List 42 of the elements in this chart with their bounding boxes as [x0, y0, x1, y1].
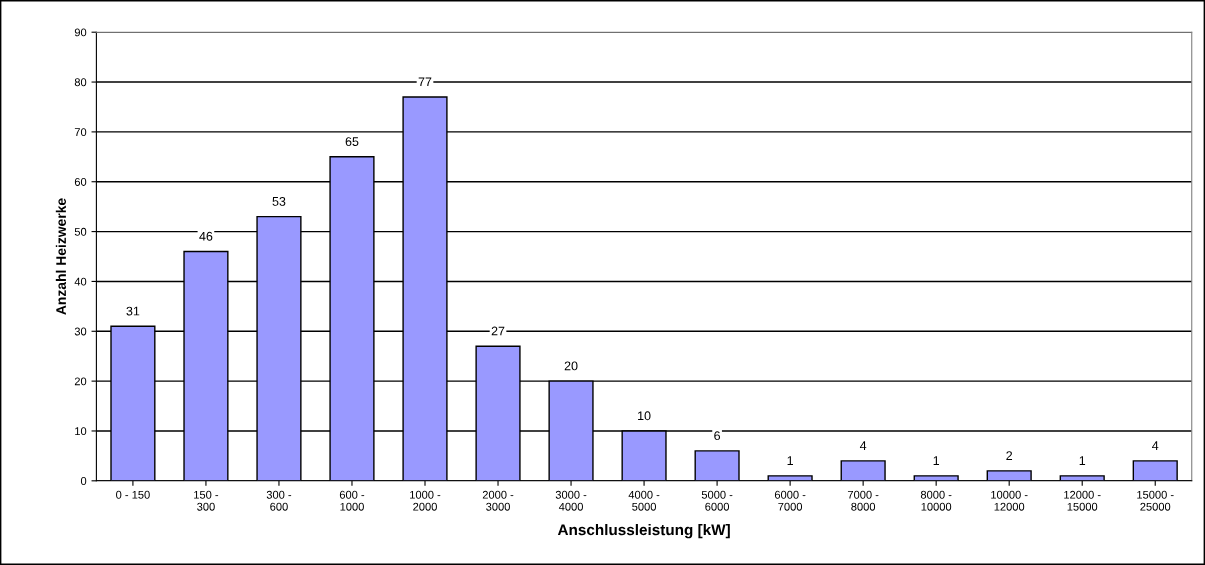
x-tick-label: 3000 - 4000 [555, 490, 587, 511]
y-tick-label: 30 [74, 327, 87, 336]
data-label: 1 [933, 456, 940, 465]
data-label: 4 [859, 441, 867, 450]
x-tick-label: 8000 - 10000 [920, 490, 952, 511]
data-label: 10 [638, 411, 651, 421]
x-tick-label: 150 - 300 [194, 490, 219, 511]
data-label: 2 [1006, 451, 1013, 460]
x-tick-label: 12000 - 15000 [1064, 490, 1101, 511]
x-tick-label: 600 - 1000 [339, 490, 365, 511]
y-tick-label: 50 [74, 227, 87, 236]
data-label: 1 [787, 456, 793, 465]
y-tick-label: 70 [74, 128, 87, 137]
x-tick-label: 7000 - 8000 [847, 490, 879, 511]
x-tick-label: 2000 - 3000 [482, 490, 514, 511]
data-label: 46 [199, 231, 213, 241]
data-label: 77 [418, 77, 432, 87]
x-tick-label: 5000 - 6000 [701, 490, 733, 511]
y-tick-label: 40 [74, 277, 87, 286]
y-tick-label: 60 [74, 178, 87, 186]
data-label: 53 [272, 196, 286, 206]
x-tick-label: 0 - 150 [116, 490, 150, 499]
x-tick-label: 300 - 600 [266, 490, 292, 511]
y-tick-label: 80 [74, 78, 87, 87]
y-axis-title: Anzahl Heizwerke [55, 198, 67, 315]
data-label: 4 [1152, 441, 1159, 450]
data-label: 27 [491, 326, 505, 336]
y-tick-label: 10 [75, 427, 87, 436]
data-label: 6 [714, 431, 721, 441]
data-label: 31 [126, 306, 140, 316]
y-tick-label: 90 [74, 28, 87, 37]
y-tick-label: 20 [74, 377, 87, 386]
x-axis-title: Anschlussleistung [kW] [557, 523, 730, 539]
x-tick-label: 15000 - 25000 [1137, 490, 1174, 511]
x-tick-label: 10000 - 12000 [991, 490, 1028, 511]
x-tick-label: 1000 - 2000 [410, 490, 441, 511]
data-label: 1 [1079, 456, 1086, 465]
data-label: 65 [345, 137, 359, 147]
data-label: 20 [564, 361, 578, 371]
x-tick-label: 6000 - 7000 [774, 490, 806, 511]
x-tick-label: 4000 - 5000 [628, 490, 660, 511]
y-tick-label: 0 [80, 477, 87, 485]
